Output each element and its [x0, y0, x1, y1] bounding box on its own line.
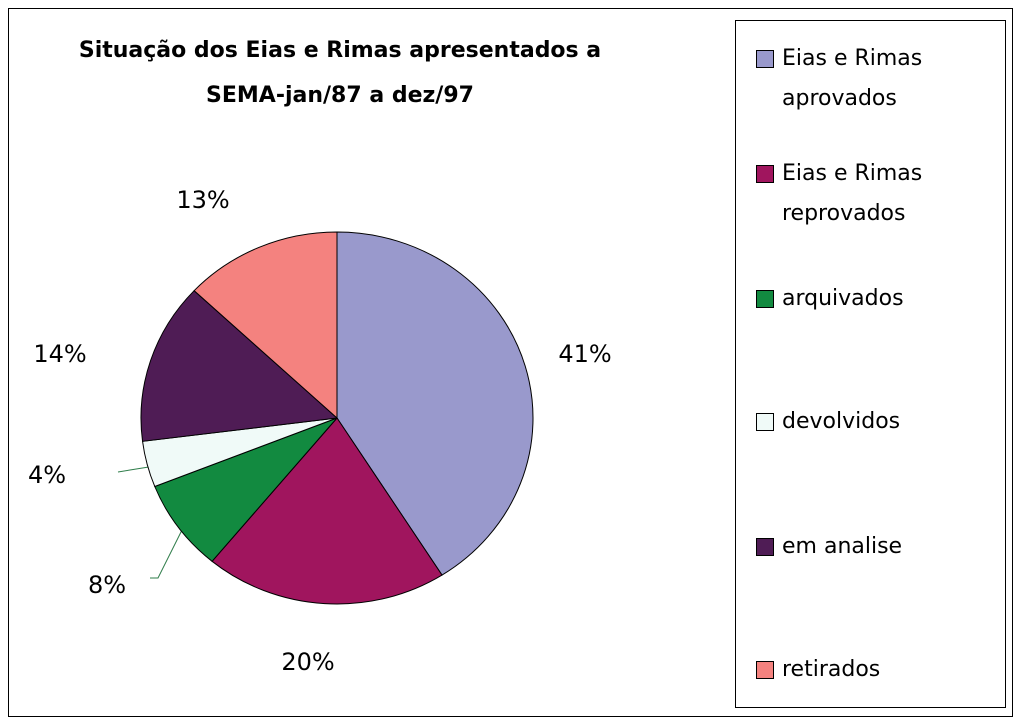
- data-label: 14%: [33, 340, 86, 368]
- legend-label: arquivados: [782, 286, 904, 311]
- pie-slice: [154, 417, 338, 563]
- pie-slice: [140, 289, 339, 442]
- legend-label: devolvidos: [782, 409, 901, 434]
- pie-slice: [211, 417, 443, 605]
- legend-item: Eias e Rimas aprovados: [756, 39, 996, 119]
- data-label: 4%: [28, 461, 66, 489]
- legend-label: retirados: [782, 657, 881, 682]
- chart-border: [8, 8, 1013, 717]
- legend-swatch: [756, 413, 774, 431]
- legend-swatch: [756, 50, 774, 68]
- chart-title: Situação dos Eias e Rimas apresentados a…: [78, 38, 602, 108]
- legend-label: Eias e Rimas aprovados: [782, 46, 923, 111]
- legend-swatch: [756, 290, 774, 308]
- data-label: 41%: [558, 340, 611, 368]
- data-label: 8%: [88, 571, 126, 599]
- legend-item: retirados: [756, 650, 996, 690]
- legend-label: Eias e Rimas reprovados: [782, 161, 923, 226]
- leader-line: [117, 465, 156, 473]
- data-label: 20%: [281, 648, 334, 676]
- legend-item: devolvidos: [756, 402, 996, 442]
- legend-swatch: [756, 165, 774, 183]
- leader-line: [150, 529, 183, 579]
- legend-item: Eias e Rimas reprovados: [756, 154, 996, 234]
- data-label: 13%: [176, 186, 229, 214]
- legend: Eias e Rimas aprovados Eias e Rimas repro…: [735, 20, 1006, 708]
- legend-swatch: [756, 661, 774, 679]
- legend-item: em analise: [756, 527, 996, 567]
- pie-slice: [336, 231, 534, 576]
- pie-slice: [193, 231, 338, 420]
- legend-item: arquivados: [756, 279, 996, 319]
- legend-swatch: [756, 538, 774, 556]
- legend-label: em analise: [782, 534, 903, 559]
